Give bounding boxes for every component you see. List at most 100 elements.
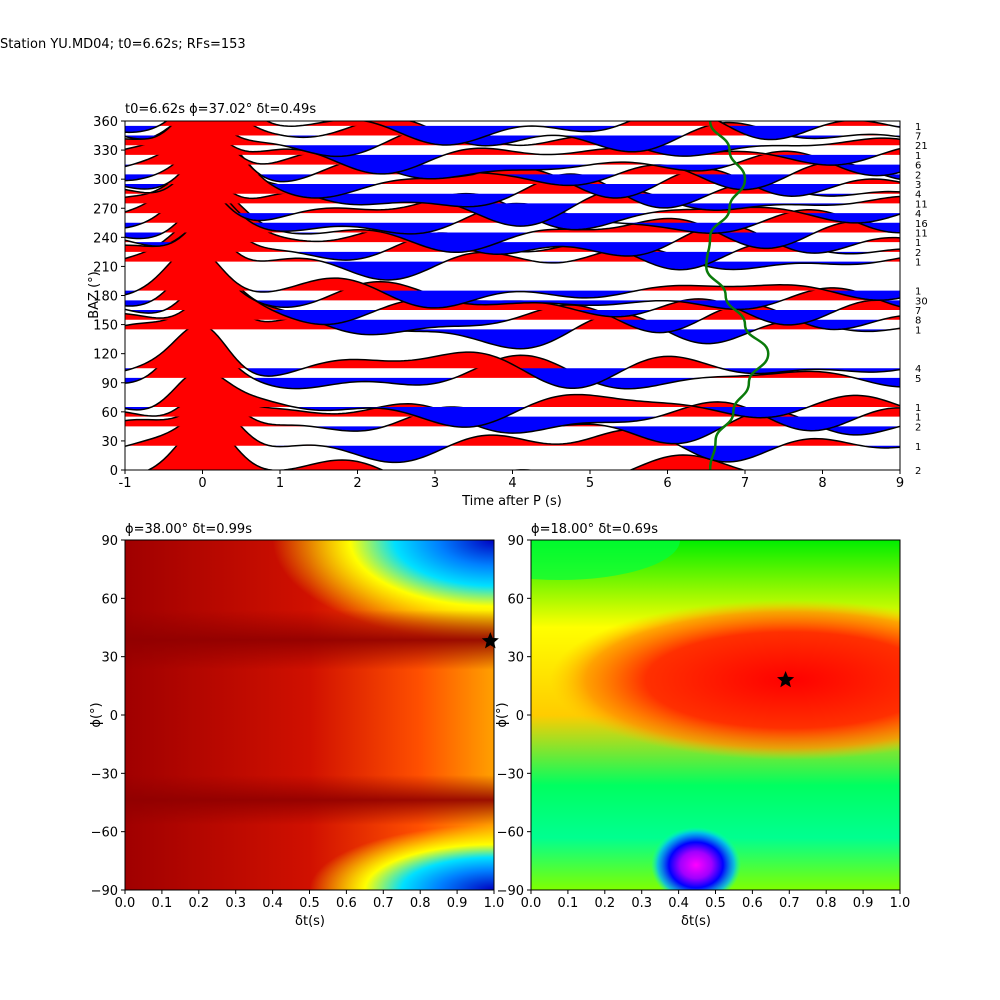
- rf-trace-positive-fill: [125, 139, 900, 185]
- rf-y-tick-label: 240: [93, 231, 118, 246]
- left-x-tick-label: 0.4: [262, 896, 283, 911]
- left-y-tick-label: −60: [91, 826, 118, 841]
- rf-trace-count: 30: [915, 296, 928, 307]
- rf-trace-count: 2: [915, 466, 921, 477]
- rf-trace-negative-fill: [125, 222, 900, 234]
- rf-trace-negative-fill: [125, 319, 900, 335]
- rf-trace-positive-fill: [125, 190, 900, 233]
- rf-y-tick-label: 330: [93, 144, 118, 159]
- rf-x-tick-label: 1: [276, 476, 284, 491]
- rf-trace-positive-fill: [125, 121, 900, 136]
- right-y-tick-label: 30: [507, 651, 524, 666]
- right-x-tick-label: 0.6: [742, 896, 763, 911]
- right-heatmap-image: [531, 540, 900, 890]
- rf-trace-positive-fill: [125, 175, 900, 214]
- rf-trace-count: 1: [915, 151, 921, 162]
- right-x-ticks: 0.0 0.1 0.2 0.3 0.4 0.5 0.6 0.7 0.8 0.9 1.0: [521, 890, 911, 911]
- rf-trace-negative-fill: [125, 445, 900, 463]
- right-y-tick-label: 90: [507, 534, 524, 549]
- rf-trace-negative-fill: [125, 164, 900, 179]
- rf-trace-line: [125, 261, 900, 311]
- rf-trace-count: 11: [915, 228, 928, 239]
- right-x-tick-label: 1.0: [890, 896, 911, 911]
- rf-trace-negative-fill: [125, 377, 900, 389]
- left-x-tick-label: 1.0: [484, 896, 505, 911]
- rf-y-tick-label: 0: [110, 464, 118, 479]
- rf-trace-count: 2: [915, 248, 921, 259]
- rf-trace-count: 4: [915, 190, 921, 201]
- left-x-tick-label: 0.1: [152, 896, 173, 911]
- right-y-tick-label: 0: [516, 709, 524, 724]
- rf-trace-line: [125, 246, 900, 309]
- rf-y-tick-label: 120: [93, 348, 118, 363]
- rf-trace-negative-fill: [125, 242, 900, 257]
- rf-trace-line: [146, 420, 747, 470]
- rf-trace-count: 3: [915, 180, 921, 191]
- rf-trace-negative-fill: [125, 232, 900, 253]
- rf-y-tick-label: 270: [93, 202, 118, 217]
- rf-trace-negative-fill: [125, 406, 900, 428]
- left-x-tick-label: 0.2: [188, 896, 209, 911]
- left-x-tick-label: 0.8: [410, 896, 431, 911]
- rf-trace-line: [125, 323, 900, 390]
- rf-trace-negative-fill: [125, 310, 900, 325]
- right-y-tick-label: −30: [497, 767, 524, 782]
- rf-trace-negative-fill: [125, 329, 900, 349]
- right-y-tick-label: −60: [497, 826, 524, 841]
- rf-trace-count: 11: [915, 199, 928, 210]
- rf-x-tick-label: 4: [508, 476, 516, 491]
- rf-trace-line: [125, 368, 900, 428]
- left-x-tick-label: 0.0: [115, 896, 136, 911]
- rf-x-tick-label: 6: [663, 476, 671, 491]
- rf-trace: [125, 246, 900, 309]
- left-y-tick-label: 60: [101, 592, 118, 607]
- grid-search-right: ϕ=18.00° δt=0.69s 0.0 0.1 0.2 0.3 0.4 0.5 0.6 0…: [495, 522, 911, 929]
- rf-trace-count: 1: [915, 122, 921, 133]
- left-x-ticks: 0.0 0.1 0.2 0.3 0.4 0.5 0.6 0.7 0.8 0.9 1.0: [115, 890, 505, 911]
- rf-x-tick-label: 5: [586, 476, 594, 491]
- left-x-label: δt(s): [295, 914, 325, 929]
- rf-y-tick-label: 90: [101, 377, 118, 392]
- rf-trace-negative-fill: [125, 184, 900, 199]
- rf-trace-line: [125, 168, 900, 227]
- rf-trace-line: [125, 121, 900, 175]
- rf-trace-count: 1: [915, 442, 921, 453]
- rf-trace-positive-fill: [125, 121, 900, 126]
- rf-trace-count: 1: [915, 287, 921, 298]
- left-y-tick-label: 30: [101, 651, 118, 666]
- rf-y-tick-label: 60: [101, 406, 118, 421]
- rf-trace-count: 1: [915, 403, 921, 414]
- rf-trace-line: [125, 121, 900, 146]
- rf-y-tick-label: 30: [101, 435, 118, 450]
- rf-trace-negative-fill: [125, 300, 900, 310]
- rf-trace: [125, 128, 900, 180]
- rf-trace-count: 4: [915, 209, 921, 220]
- rf-trace-positive-fill: [125, 129, 900, 165]
- right-y-label: ϕ(°): [495, 702, 510, 727]
- left-y-ticks: −90 −60 −30 0 30 60 90: [91, 534, 125, 899]
- left-x-tick-label: 0.3: [225, 896, 246, 911]
- rf-x-tick-label: 3: [431, 476, 439, 491]
- rf-trace-line: [125, 219, 900, 281]
- rf-trace-count: 7: [915, 306, 921, 317]
- rf-y-tick-label: 210: [93, 260, 118, 275]
- rf-trace-count: 4: [915, 364, 921, 375]
- left-y-tick-label: −90: [91, 884, 118, 899]
- right-x-tick-label: 0.7: [779, 896, 800, 911]
- rf-x-label: Time after P (s): [461, 494, 562, 509]
- right-x-label: δt(s): [681, 914, 711, 929]
- right-x-tick-label: 0.4: [668, 896, 689, 911]
- rf-trace-positive-fill: [125, 262, 900, 301]
- rf-panel-title: t0=6.62s ϕ=37.02° δt=0.49s: [125, 102, 316, 117]
- rf-trace-negative-fill: [125, 135, 900, 152]
- rf-y-tick-label: 150: [93, 319, 118, 334]
- right-y-tick-label: −90: [497, 884, 524, 899]
- right-x-tick-label: 0.5: [705, 896, 726, 911]
- rf-trace-negative-fill: [125, 154, 900, 174]
- left-best-star: [481, 632, 499, 649]
- left-x-tick-label: 0.9: [447, 896, 468, 911]
- rf-trace-positive-fill: [125, 388, 900, 417]
- rf-y-tick-label: 300: [93, 173, 118, 188]
